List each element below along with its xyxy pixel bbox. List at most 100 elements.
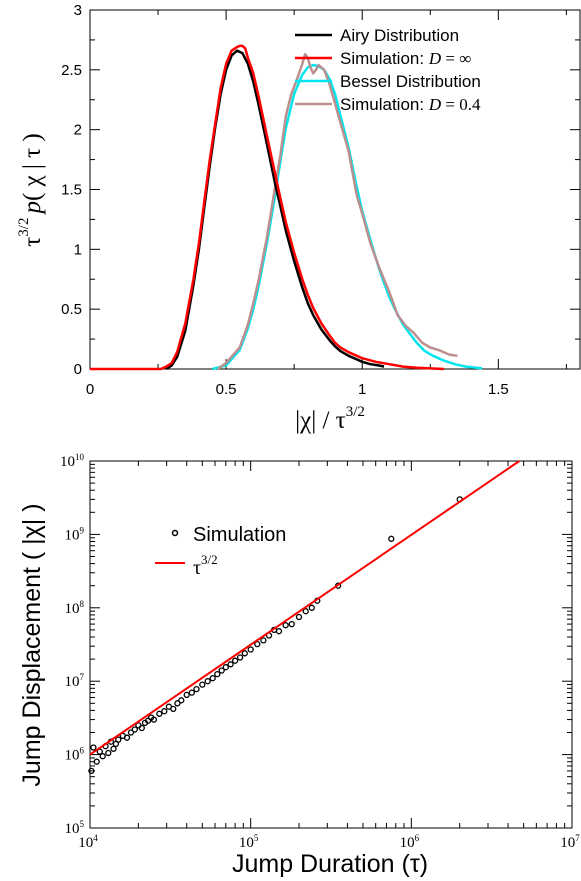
simulation-point <box>105 749 112 757</box>
simulation-point <box>302 608 309 615</box>
top-x-tick-label: 1 <box>358 381 366 398</box>
bottom-y-tick-label: 109 <box>65 525 85 543</box>
simulation-point <box>93 758 100 765</box>
bottom-x-tick-label: 106 <box>400 833 420 851</box>
top-y-tick-label: 1 <box>74 241 82 258</box>
xlabel-exp: 3/2 <box>346 404 365 420</box>
top-chart: 0 0.5 1 1.500.511.522.53 τ3/2p( χ | τ ) |χ|… <box>16 2 581 434</box>
simulation-point <box>156 710 163 717</box>
bottom-fit-line <box>89 460 520 756</box>
simulation-point <box>204 678 211 685</box>
simulation-point <box>241 650 248 657</box>
bottom-y-tick-label: 107 <box>65 672 85 690</box>
top-y-tick-label: 1.5 <box>61 182 82 199</box>
bottom-x-axis-label: Jump Duration (τ) <box>232 850 428 878</box>
top-x-axis-label: |χ| / τ3/2 <box>295 404 365 434</box>
simulation-point <box>247 646 254 653</box>
simulation-point <box>231 657 239 664</box>
simulation-point <box>222 664 229 671</box>
simulation-point <box>254 640 261 648</box>
simulation-point <box>110 745 117 752</box>
ylabel-exp: 3/2 <box>16 218 32 237</box>
simulation-point <box>227 661 234 668</box>
legend-label-airy: Airy Distribution <box>340 26 459 45</box>
ylabel-tau: τ <box>19 237 46 247</box>
simulation-point <box>170 705 177 713</box>
simulation-point <box>183 691 190 699</box>
simulation-point <box>178 697 185 704</box>
legend-label-bessel: Bessel Distribution <box>340 72 481 91</box>
bottom-y-tick-label: 105 <box>65 819 85 837</box>
top-y-tick-label: 2 <box>74 122 82 139</box>
simulation-point <box>260 637 267 644</box>
top-plot-frame <box>89 9 581 370</box>
bottom-scatter-points <box>88 496 463 775</box>
ylabel-rest: ( χ | τ ) <box>19 133 46 201</box>
simulation-point <box>193 685 200 693</box>
simulation-point <box>288 620 295 628</box>
legend-sim-inf-var: D <box>428 49 442 68</box>
top-series-lines <box>90 44 483 371</box>
top-legend: Airy Distribution Simulation: D = ∞ Bess… <box>295 26 481 114</box>
simulation-point <box>236 654 244 661</box>
top-x-tick-label: 1.5 <box>488 381 509 398</box>
simulation-point <box>138 724 145 732</box>
simulation-point <box>174 700 181 707</box>
bottom-legend: Simulation τ3/2 <box>155 524 286 579</box>
simulation-point <box>209 675 216 682</box>
legend-label-sim-inf: Simulation: D = ∞ <box>340 49 471 68</box>
bottom-plot-frame <box>89 460 573 829</box>
top-y-tick-label: 3 <box>74 2 82 19</box>
simulation-point <box>127 729 135 736</box>
legend-power-law-base: τ <box>193 557 201 579</box>
legend-sim-04-rest: = 0.4 <box>441 95 481 114</box>
simulation-point <box>123 734 131 741</box>
bottom-y-tick-label: 108 <box>65 599 85 617</box>
bottom-y-axis-label: Jump Displacement ( |χ| ) <box>18 503 46 786</box>
legend-sim-04-text: Simulation: <box>340 95 429 114</box>
top-axis-ticks: 0 0.5 1 1.5 0 0.5 1 1.5 2 2.5 3 <box>61 2 580 398</box>
simulation-point <box>115 736 122 743</box>
svg-text:τ3/2p( χ | τ ): τ3/2 p( χ | τ ) <box>16 133 46 247</box>
bottom-x-tick-label: 105 <box>239 833 259 851</box>
bottom-x-tick-label: 104 <box>78 833 98 851</box>
top-y-tick-label: 0.5 <box>61 301 82 318</box>
sim-inf-curve <box>90 44 444 371</box>
simulation-point <box>161 708 168 715</box>
ylabel-p: p <box>19 201 46 216</box>
simulation-point <box>388 535 395 542</box>
simulation-point <box>295 613 303 621</box>
top-x-tick-label: 0 <box>86 381 94 398</box>
bottom-y-tick-label: 106 <box>65 746 85 764</box>
simulation-point <box>275 628 283 635</box>
bottom-y-tick-label: 1010 <box>60 452 85 470</box>
top-x-tick-label: 0.5 <box>216 381 237 398</box>
simulation-point <box>282 622 289 629</box>
legend-sim-04-var: D <box>428 95 442 114</box>
simulation-point <box>99 753 106 760</box>
simulation-point <box>188 689 195 696</box>
legend-power-law-exp: 3/2 <box>201 552 218 567</box>
simulation-point <box>308 604 315 611</box>
power-law-line <box>89 460 520 756</box>
xlabel-base: |χ| / τ <box>295 407 346 434</box>
simulation-point <box>131 726 138 733</box>
top-y-tick-label: 2.5 <box>61 62 82 79</box>
legend-sim-inf-text: Simulation: <box>340 49 429 68</box>
simulation-point <box>90 744 97 751</box>
legend-label-simulation: Simulation <box>193 524 286 546</box>
simulation-point <box>214 670 221 678</box>
simulation-point <box>218 667 225 674</box>
simulation-point <box>150 716 158 723</box>
top-y-axis-label: τ3/2 p( χ | τ ) <box>16 133 46 247</box>
bottom-x-tick-label: 107 <box>560 833 580 851</box>
legend-label-power-law: τ3/2 <box>193 552 218 579</box>
top-y-tick-label: 0 <box>74 361 82 378</box>
simulation-point <box>199 681 206 688</box>
simulation-point <box>88 767 95 775</box>
legend-label-sim-04: Simulation: D = 0.4 <box>340 95 481 114</box>
sim-04-curve <box>217 53 458 371</box>
